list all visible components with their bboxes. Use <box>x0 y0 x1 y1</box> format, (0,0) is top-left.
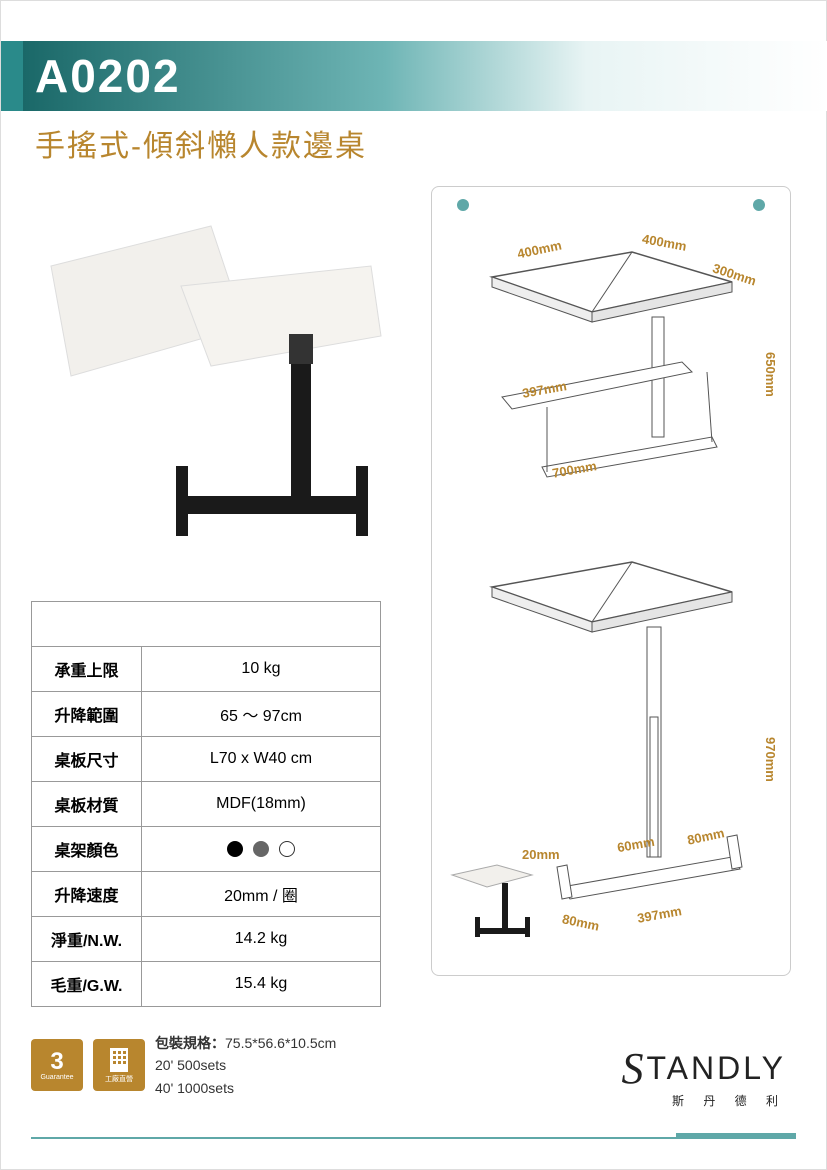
building-icon <box>106 1046 132 1074</box>
spec-value: L70 x W40 cm <box>142 737 381 782</box>
spec-label: 承重上限 <box>32 647 142 692</box>
table-row: 桌架顏色 <box>32 827 381 872</box>
table-row: 桌板尺寸L70 x W40 cm <box>32 737 381 782</box>
spec-value: 65 ～ 97cm <box>142 692 381 737</box>
spec-label: 毛重/G.W. <box>32 962 142 1007</box>
color-swatch-black <box>227 841 243 857</box>
bottom-info: 3 Guarantee 工廠直營 包裝規格：75.5*56.6*10.5cm 2… <box>31 1032 336 1099</box>
binder-hole-icon <box>457 199 469 211</box>
spec-label: 桌架顏色 <box>32 827 142 872</box>
header-bar: A0202 <box>1 41 827 111</box>
table-row: 升降範圍65 ～ 97cm <box>32 692 381 737</box>
spec-label: 淨重/N.W. <box>32 917 142 962</box>
dim-label: 970mm <box>763 737 778 782</box>
product-photo <box>31 186 401 576</box>
header-main: A0202 <box>23 41 827 111</box>
spec-label: 升降範圍 <box>32 692 142 737</box>
table-row: 升降速度20mm / 圈 <box>32 872 381 917</box>
spec-colors <box>142 827 381 872</box>
spec-label: 升降速度 <box>32 872 142 917</box>
table-row: 毛重/G.W.15.4 kg <box>32 962 381 1007</box>
guarantee-badge: 3 Guarantee <box>31 1039 83 1091</box>
factory-label: 工廠直營 <box>105 1074 133 1084</box>
spec-value: 15.4 kg <box>142 962 381 1007</box>
brand-logo: STANDLY 斯 丹 德 利 <box>622 1043 787 1109</box>
packaging-line3: 40' 1000sets <box>155 1077 336 1099</box>
factory-badge: 工廠直營 <box>93 1039 145 1091</box>
guarantee-label: Guarantee <box>40 1074 73 1081</box>
table-row: 淨重/N.W.14.2 kg <box>32 917 381 962</box>
table-row: 承重上限10 kg <box>32 647 381 692</box>
binder-hole-icon <box>753 199 765 211</box>
product-subtitle: 手搖式-傾斜懶人款邊桌 <box>35 121 367 165</box>
logo-subtitle: 斯 丹 德 利 <box>622 1092 787 1109</box>
spec-table-header: 特點：桌面完美傾斜30度 <box>32 602 381 647</box>
spec-label: 桌板尺寸 <box>32 737 142 782</box>
spec-value: 20mm / 圈 <box>142 872 381 917</box>
diagram-thumbnail <box>447 855 542 955</box>
spec-table: 特點：桌面完美傾斜30度 承重上限10 kg 升降範圍65 ～ 97cm 桌板尺… <box>31 601 381 1007</box>
packaging-line2: 20' 500sets <box>155 1054 336 1076</box>
spec-value: 14.2 kg <box>142 917 381 962</box>
table-row: 桌板材質MDF(18mm) <box>32 782 381 827</box>
dimension-diagram: 400mm 400mm 300mm 650mm 397mm 700mm 970m… <box>431 186 791 976</box>
packaging-info: 包裝規格：75.5*56.6*10.5cm 20' 500sets 40' 10… <box>155 1032 336 1099</box>
guarantee-years: 3 <box>50 1050 63 1074</box>
packaging-label: 包裝規格： <box>155 1035 225 1051</box>
color-swatch-grey <box>253 841 269 857</box>
header-accent <box>1 41 23 111</box>
logo-text: STANDLY <box>622 1043 787 1094</box>
footer-accent <box>676 1133 796 1139</box>
spec-value: 10 kg <box>142 647 381 692</box>
dim-label: 650mm <box>763 352 778 397</box>
color-swatch-white <box>279 841 295 857</box>
packaging-size: 75.5*56.6*10.5cm <box>225 1035 336 1051</box>
spec-value: MDF(18mm) <box>142 782 381 827</box>
product-code: A0202 <box>35 49 181 103</box>
spec-label: 桌板材質 <box>32 782 142 827</box>
